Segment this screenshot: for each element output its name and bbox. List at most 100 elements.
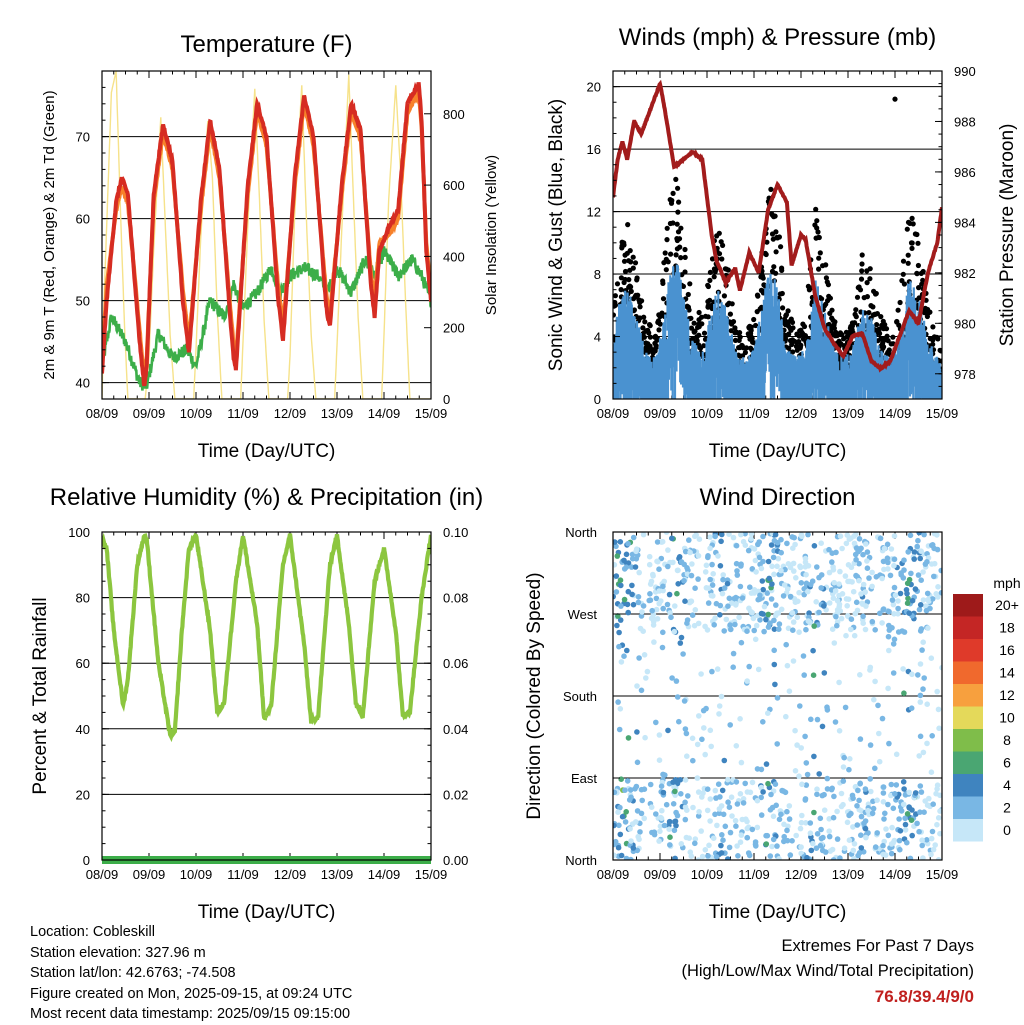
direction-point: [757, 592, 763, 599]
direction-point: [770, 554, 777, 561]
direction-point: [917, 809, 923, 815]
direction-point: [858, 813, 865, 820]
direction-point: [792, 768, 799, 774]
direction-point: [756, 554, 763, 561]
direction-point: [678, 791, 684, 797]
direction-point: [705, 600, 712, 606]
direction-point: [834, 836, 841, 842]
direction-point: [905, 549, 911, 555]
direction-point: [682, 816, 689, 823]
direction-point: [821, 807, 828, 813]
gust-point: [621, 279, 627, 286]
direction-point: [838, 790, 845, 797]
direction-point: [672, 818, 679, 824]
direction-point: [727, 622, 733, 628]
direction-point: [890, 641, 897, 647]
gust-point: [912, 231, 919, 237]
direction-point: [833, 613, 839, 620]
direction-point: [918, 789, 925, 795]
direction-point: [920, 686, 926, 692]
direction-point: [768, 542, 775, 548]
direction-point: [758, 784, 765, 791]
direction-point: [840, 778, 847, 784]
direction-point: [876, 758, 883, 765]
colorbar-label: 14: [999, 665, 1015, 681]
direction-point: [740, 800, 747, 806]
direction-point: [911, 549, 918, 555]
direction-point: [628, 564, 635, 570]
direction-point: [939, 664, 942, 671]
direction-point: [787, 593, 794, 600]
direction-point: [902, 815, 908, 822]
direction-point: [790, 619, 797, 625]
direction-point: [625, 609, 631, 616]
direction-point: [718, 693, 725, 700]
direction-point: [915, 537, 921, 544]
location-text: Location: Cobleskill: [30, 924, 155, 940]
direction-point: [774, 741, 780, 747]
gust-point: [635, 292, 641, 298]
x-tick-label: 09/09: [133, 867, 166, 882]
y-tick-label: 70: [76, 130, 90, 145]
colorbar-swatch: [953, 639, 983, 662]
direction-point: [874, 830, 880, 836]
direction-point: [733, 560, 740, 567]
panel-1: Temperature (F) 08/09 09/09 10/09 11/09 12/09…: [41, 31, 500, 462]
direction-point: [938, 590, 942, 596]
direction-point: [690, 757, 696, 764]
direction-point: [644, 668, 651, 675]
direction-point: [883, 826, 889, 832]
direction-point: [733, 823, 739, 829]
direction-point: [917, 628, 924, 634]
gust-point: [686, 307, 692, 313]
direction-point: [792, 541, 798, 548]
chart-title: Temperature (F): [180, 31, 352, 58]
direction-point: [834, 622, 840, 629]
direction-point: [771, 647, 777, 654]
direction-point: [772, 681, 778, 688]
direction-point: [760, 533, 766, 540]
direction-point: [828, 786, 835, 793]
direction-point: [842, 704, 849, 711]
direction-point: [733, 743, 740, 749]
gust-point: [630, 254, 636, 260]
gust-point: [634, 277, 640, 283]
direction-point: [740, 796, 747, 802]
direction-point: [836, 581, 842, 587]
direction-point: [886, 647, 892, 654]
direction-point: [784, 662, 791, 669]
gust-point: [827, 310, 833, 316]
direction-point: [881, 816, 887, 822]
gust-point: [694, 338, 700, 344]
direction-point: [803, 782, 810, 788]
direction-point: [695, 576, 701, 582]
direction-point: [692, 607, 699, 613]
x-tick-label: 15/09: [926, 867, 959, 882]
direction-point: [738, 759, 745, 766]
direction-point: [751, 627, 757, 634]
direction-point: [670, 779, 676, 785]
series-sonic-wind: [613, 264, 942, 399]
gust-point: [892, 96, 898, 102]
direction-point: [660, 789, 667, 796]
direction-point: [730, 534, 737, 541]
direction-data: [613, 532, 942, 860]
direction-point: [702, 569, 709, 575]
gust-point: [890, 334, 896, 340]
direction-point: [638, 687, 645, 694]
direction-point: [746, 852, 753, 859]
direction-point: [824, 775, 831, 782]
direction-point: [618, 776, 624, 782]
direction-point: [914, 820, 920, 827]
gust-point: [859, 268, 865, 274]
gust-point: [841, 336, 847, 342]
gust-point: [735, 352, 742, 358]
gust-point: [660, 296, 667, 302]
direction-point: [734, 568, 740, 574]
direction-point: [829, 846, 836, 853]
direction-point: [879, 575, 885, 582]
direction-point: [937, 830, 942, 837]
direction-point: [765, 558, 772, 565]
direction-point: [616, 643, 622, 650]
x-axis-label: Time (Day/UTC): [198, 441, 336, 462]
